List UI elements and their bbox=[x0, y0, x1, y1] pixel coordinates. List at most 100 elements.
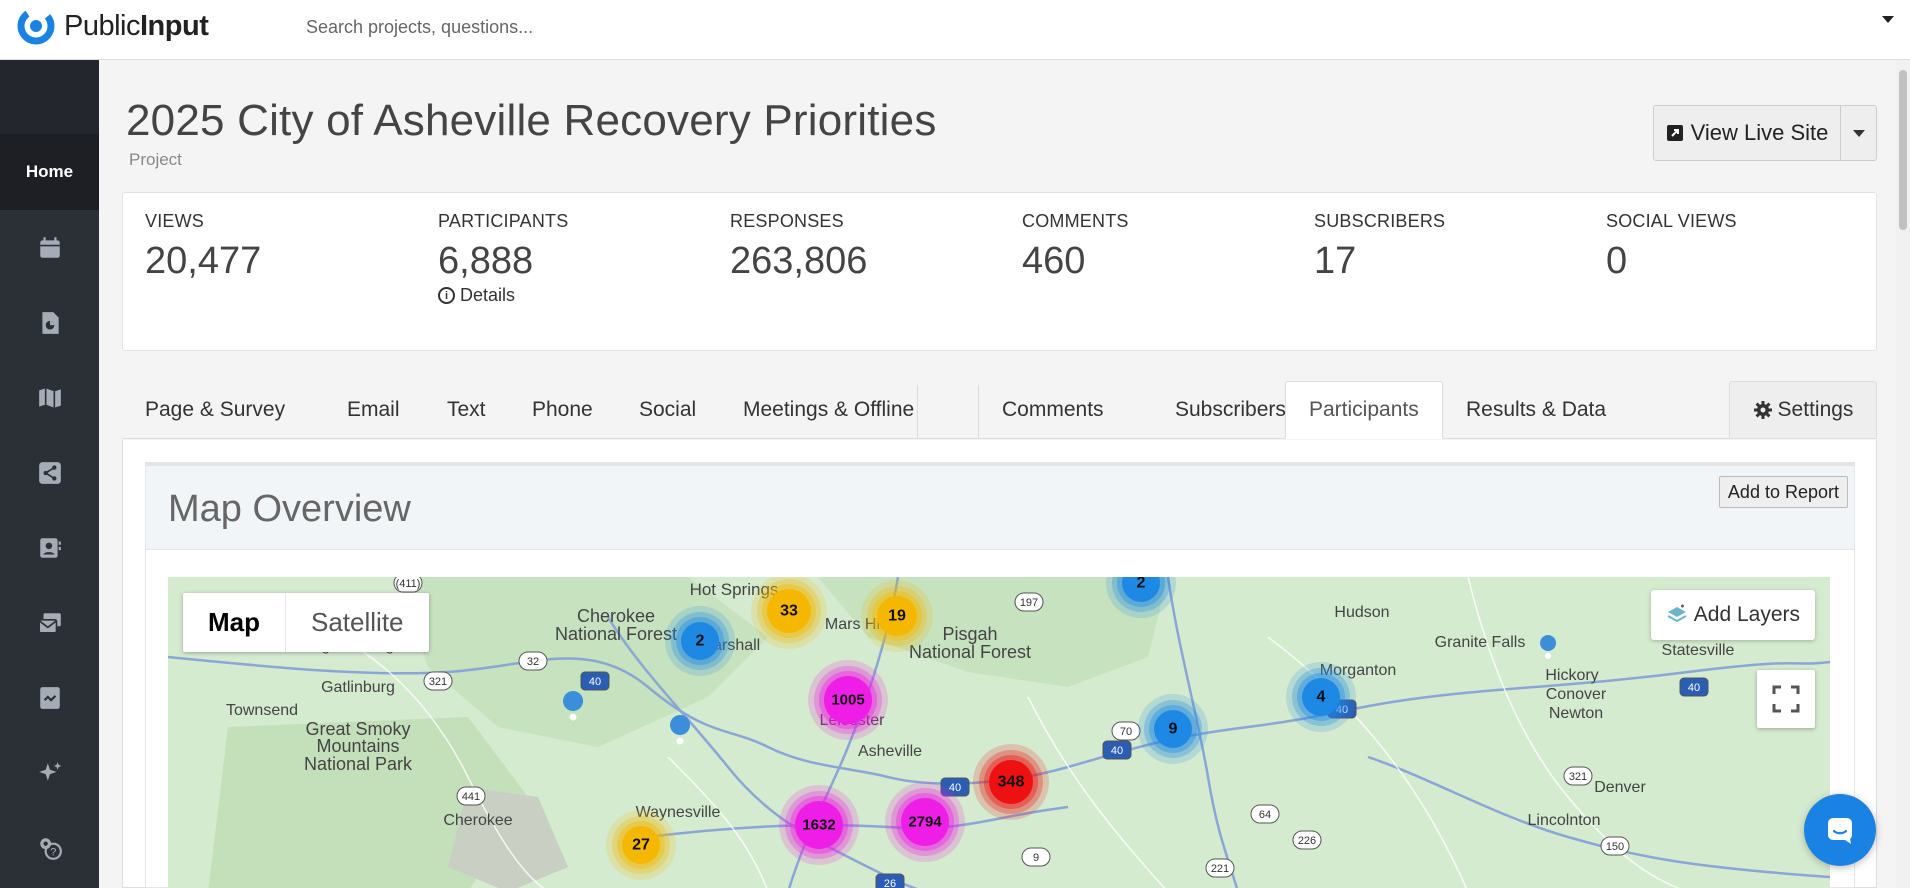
sidebar-top bbox=[0, 60, 99, 134]
map-place-label: Morganton bbox=[1320, 662, 1397, 679]
info-icon: i bbox=[438, 287, 455, 304]
report-book-icon bbox=[39, 686, 60, 709]
map-cluster-marker[interactable]: 27 bbox=[606, 810, 676, 880]
calendar-icon bbox=[39, 236, 60, 258]
sidebar-item-share[interactable] bbox=[0, 435, 99, 510]
map-type-satellite-button[interactable]: Satellite bbox=[285, 593, 429, 652]
shield-label: 40 bbox=[1336, 704, 1348, 716]
shield-background bbox=[1292, 830, 1322, 850]
map-place-label: Newton bbox=[1549, 705, 1603, 722]
cluster-count: 9 bbox=[1169, 721, 1178, 738]
tab-email[interactable]: Email bbox=[347, 398, 400, 421]
highway-shield: 221 bbox=[1205, 858, 1235, 878]
project-tabs: Page & Survey Email Text Phone Social Me… bbox=[122, 381, 1877, 439]
cluster-core bbox=[989, 760, 1033, 804]
map-place-label: National Forest bbox=[555, 624, 677, 644]
shield-label: 321 bbox=[429, 676, 447, 688]
map-cluster-marker[interactable]: 1005 bbox=[808, 660, 888, 740]
map-place-label: Townsend bbox=[226, 702, 298, 719]
map-place-label: Conover bbox=[1546, 686, 1607, 703]
add-to-report-button[interactable]: Add to Report bbox=[1718, 476, 1848, 508]
sidebar-item-mail[interactable] bbox=[0, 585, 99, 660]
highway-shield: 321 bbox=[1563, 766, 1593, 786]
shield-background bbox=[423, 671, 453, 691]
cluster-core bbox=[877, 596, 917, 636]
map-place-label: Statesville bbox=[1662, 642, 1735, 659]
location-pin-icon[interactable] bbox=[670, 715, 691, 751]
stat-value: 0 bbox=[1606, 240, 1628, 282]
shield-label: 32 bbox=[527, 656, 539, 668]
participants-details-link[interactable]: i Details bbox=[438, 285, 568, 306]
sidebar-item-map[interactable] bbox=[0, 360, 99, 435]
map-cluster-marker[interactable]: 348 bbox=[973, 744, 1049, 820]
scrollbar-thumb[interactable] bbox=[1899, 70, 1907, 230]
add-layers-button[interactable]: Add Layers bbox=[1650, 590, 1815, 640]
map-cluster-marker[interactable]: 2 bbox=[665, 606, 735, 676]
tab-phone[interactable]: Phone bbox=[532, 398, 593, 421]
view-live-site-button[interactable]: View Live Site bbox=[1654, 106, 1841, 160]
location-pin-icon[interactable] bbox=[563, 691, 584, 727]
map-place-label: National Forest bbox=[909, 642, 1031, 662]
account-dropdown-caret-icon[interactable] bbox=[1882, 16, 1894, 23]
map-type-map-button[interactable]: Map bbox=[208, 607, 260, 637]
sidebar-item-home[interactable]: Home bbox=[0, 134, 99, 210]
tab-meetings-offline[interactable]: Meetings & Offline bbox=[743, 398, 915, 421]
gear-icon bbox=[1753, 401, 1772, 419]
map-place-label: Mountains bbox=[316, 736, 399, 756]
map-cluster-marker[interactable]: 1632 bbox=[779, 785, 859, 865]
sidebar-item-ai[interactable] bbox=[0, 735, 99, 810]
cluster-core bbox=[767, 589, 811, 633]
map-place-label: Granite Falls bbox=[1435, 634, 1526, 651]
location-pin-icon[interactable] bbox=[1540, 635, 1557, 665]
publicinput-logo[interactable]: PublicInput bbox=[16, 6, 209, 46]
highway-shield: 150 bbox=[1600, 836, 1630, 856]
fullscreen-button[interactable] bbox=[1757, 670, 1815, 728]
page-scrollbar[interactable] bbox=[1896, 60, 1910, 888]
sidebar-item-settings-help[interactable]: ? bbox=[0, 810, 99, 885]
highway-shield: 40 bbox=[1679, 677, 1709, 697]
shield-label: 40 bbox=[949, 782, 961, 794]
tab-text[interactable]: Text bbox=[447, 398, 486, 421]
map-cluster-marker[interactable]: 4 bbox=[1286, 662, 1356, 732]
tab-settings[interactable]: Settings bbox=[1729, 381, 1877, 439]
cluster-count: 4 bbox=[1317, 689, 1326, 706]
shield-background bbox=[1111, 721, 1141, 741]
tab-participants[interactable]: Participants bbox=[1285, 381, 1443, 439]
logo-mark-icon bbox=[16, 6, 56, 46]
map-cluster-marker[interactable]: 2794 bbox=[885, 782, 965, 862]
page-subtitle: Project bbox=[129, 150, 182, 169]
mail-stack-icon bbox=[37, 612, 61, 634]
tab-results-data[interactable]: Results & Data bbox=[1466, 398, 1607, 421]
view-live-site-dropdown[interactable] bbox=[1841, 106, 1876, 160]
sidebar-item-reports[interactable] bbox=[0, 660, 99, 735]
map-place-label: Waynesville bbox=[636, 804, 721, 821]
map-cluster-marker[interactable]: 33 bbox=[751, 577, 827, 649]
map-clusters[interactable]: 33 19 2 2 1005 4 9 348 1632 2794 27 bbox=[606, 577, 1356, 880]
external-link-icon bbox=[1666, 125, 1683, 141]
map-cluster-marker[interactable]: 9 bbox=[1138, 694, 1208, 764]
tab-divider bbox=[917, 385, 979, 439]
sidebar-item-documents[interactable] bbox=[0, 285, 99, 360]
shield-background bbox=[1679, 677, 1709, 697]
sidebar-item-contacts[interactable] bbox=[0, 510, 99, 585]
map-cluster-marker[interactable]: 19 bbox=[861, 580, 933, 652]
chat-icon bbox=[1828, 818, 1852, 844]
map-overview-header: Map Overview Add to Report bbox=[146, 466, 1854, 550]
map-place-label: National Park bbox=[304, 754, 413, 774]
highway-shield: 9 bbox=[1021, 847, 1051, 867]
tab-page-survey[interactable]: Page & Survey bbox=[145, 398, 286, 421]
sidebar-item-calendar[interactable] bbox=[0, 210, 99, 285]
stat-social-views: SOCIAL VIEWS 0 bbox=[1606, 211, 1737, 283]
tab-subscribers[interactable]: Subscribers bbox=[1175, 398, 1286, 421]
share-icon bbox=[38, 461, 61, 484]
chat-support-button[interactable] bbox=[1804, 794, 1876, 866]
map-place-label: Hickory bbox=[1545, 667, 1598, 684]
shield-label: 64 bbox=[1259, 809, 1271, 821]
tab-comments[interactable]: Comments bbox=[1002, 398, 1104, 421]
map-cluster-marker[interactable]: 2 bbox=[1106, 577, 1176, 618]
highway-shield: 441 bbox=[456, 786, 486, 806]
search-input[interactable] bbox=[296, 12, 1846, 42]
stats-card: VIEWS 20,477 PARTICIPANTS 6,888 i Details… bbox=[122, 192, 1877, 351]
tab-social[interactable]: Social bbox=[639, 398, 697, 421]
